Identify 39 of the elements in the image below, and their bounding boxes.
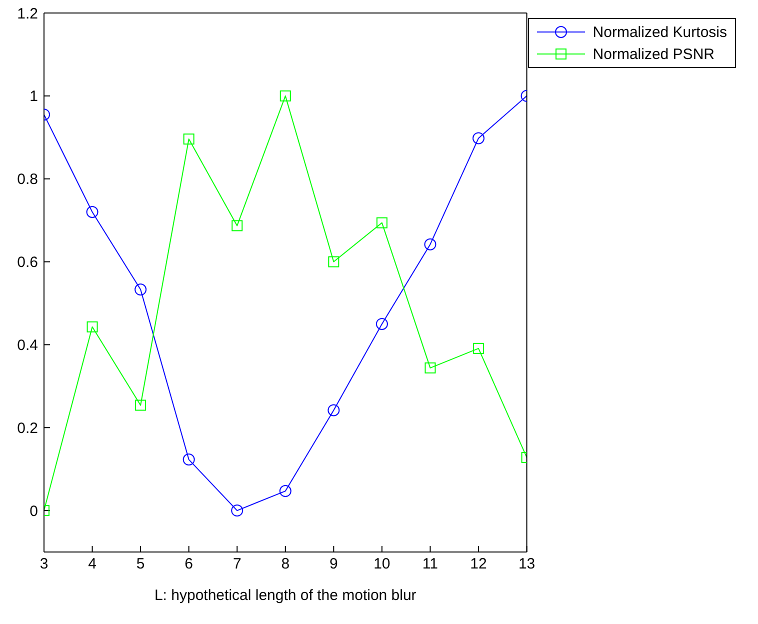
point (134, 284, 147, 296)
point (183, 134, 194, 145)
y-tick-label: 0.4 (17, 337, 38, 354)
point (279, 485, 292, 498)
x-tick-label: 10 (374, 556, 390, 573)
point (231, 504, 244, 517)
point (473, 342, 484, 354)
x-axis-title: L: hypothetical length of the motion blur (154, 587, 416, 604)
y-tick-label: 1 (30, 88, 38, 106)
y-tick-label: 0.8 (17, 171, 38, 188)
point (424, 362, 436, 374)
point (232, 220, 243, 232)
point (86, 206, 98, 218)
x-tick-label: 9 (329, 556, 338, 573)
y-tick-label: 0 (30, 502, 38, 520)
y-tick-label: 0.6 (17, 254, 38, 272)
x-tick-label: 5 (136, 556, 145, 573)
x-tick-label: 12 (470, 556, 487, 573)
y-tick-label: 0.2 (17, 420, 38, 437)
point (328, 404, 340, 416)
point (328, 256, 340, 268)
x-tick-label: 8 (281, 556, 290, 573)
point (376, 217, 388, 228)
x-tick-label: 6 (184, 556, 194, 573)
x-tick-label: 11 (422, 556, 438, 573)
legend-label: Normalized Kurtosis (592, 24, 727, 40)
legend-label: Normalized PSNR (592, 46, 714, 62)
x-tick-label: 7 (232, 556, 242, 573)
x-tick-label: 4 (88, 556, 96, 573)
x-tick-label: 13 (518, 556, 536, 573)
point (472, 132, 485, 144)
point (280, 90, 291, 102)
point (424, 238, 436, 250)
point (182, 454, 195, 466)
x-tick-label: 3 (40, 556, 48, 573)
point (376, 318, 388, 330)
point (86, 321, 98, 332)
y-tick-label: 1.2 (17, 5, 38, 22)
point (135, 400, 146, 411)
